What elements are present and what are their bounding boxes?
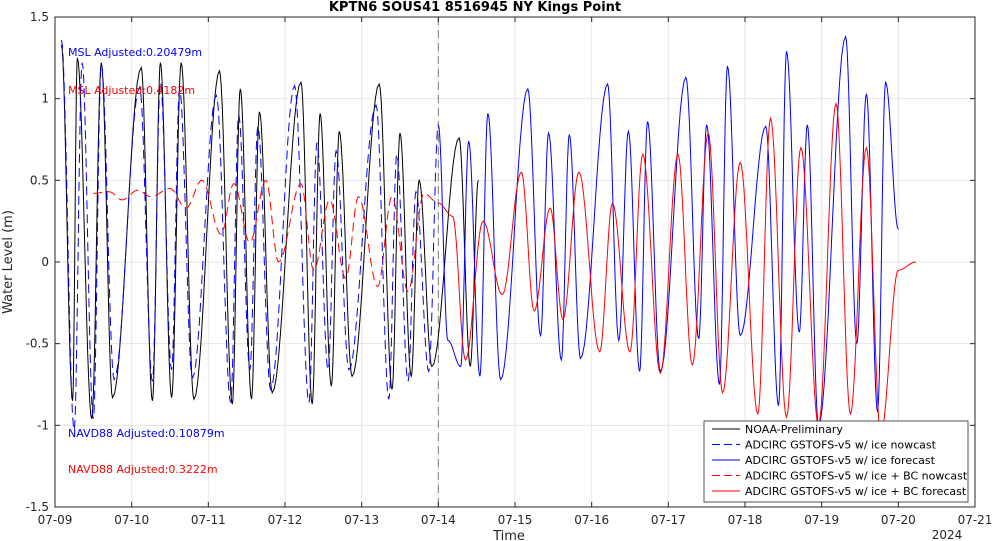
legend-box — [703, 420, 969, 503]
x-year-label: 2024 — [932, 528, 963, 541]
y-tick-label: 1 — [41, 92, 49, 106]
legend-label: ADCIRC GSTOFS-v5 w/ ice nowcast — [745, 439, 937, 452]
chart-title: KPTN6 SOUS41 8516945 NY Kings Point — [329, 0, 621, 15]
x-tick-label: 07-14 — [421, 513, 456, 527]
x-tick-label: 07-19 — [804, 513, 839, 527]
legend-entries: NOAA-Preliminary ADCIRC GSTOFS-v5 w/ ice … — [712, 423, 968, 498]
msl-adjusted-nowcast-annotation: MSL Adjusted:0.20479m — [68, 46, 202, 59]
y-tick-label: -0.5 — [26, 337, 49, 351]
x-tick-label: 07-10 — [114, 513, 149, 527]
navd88-adjusted-bc-annotation: NAVD88 Adjusted:0.3222m — [68, 463, 218, 476]
y-tick-label: 0.5 — [30, 173, 49, 187]
tick-layer: -1.5 -1 -0.5 0 0.5 1 1.5 07-09 07-10 07-11 07-12 07… — [26, 10, 992, 527]
y-tick-label: 1.5 — [30, 10, 49, 24]
x-tick-label: 07-17 — [651, 513, 686, 527]
x-tick-label: 07-09 — [38, 513, 73, 527]
y-tick-label: 0 — [41, 255, 49, 269]
navd88-adjusted-nowcast-annotation: NAVD88 Adjusted:0.10879m — [68, 427, 225, 440]
legend: NOAA-Preliminary ADCIRC GSTOFS-v5 w/ ice … — [703, 420, 969, 503]
x-tick-label: 07-20 — [881, 513, 916, 527]
x-tick-label: 07-13 — [344, 513, 379, 527]
legend-label: ADCIRC GSTOFS-v5 w/ ice + BC forecast — [745, 485, 967, 498]
legend-label: ADCIRC GSTOFS-v5 w/ ice forecast — [745, 454, 936, 467]
x-tick-label: 07-16 — [574, 513, 609, 527]
x-tick-label: 07-11 — [191, 513, 226, 527]
y-axis-title: Water Level (m) — [1, 210, 16, 314]
msl-adjusted-bc-annotation: MSL Adjusted:0.4182m — [68, 84, 195, 97]
series-line-5 — [438, 101, 916, 435]
legend-label: ADCIRC GSTOFS-v5 w/ ice + BC nowcast — [745, 470, 968, 483]
y-tick-label: -1 — [37, 418, 49, 432]
series-line-4 — [93, 179, 439, 293]
x-tick-label: 07-15 — [498, 513, 533, 527]
x-tick-label: 07-21 — [958, 513, 992, 527]
x-axis-title: Time — [492, 529, 525, 541]
legend-label: NOAA-Preliminary — [745, 423, 843, 436]
y-tick-label: -1.5 — [26, 500, 49, 514]
x-tick-label: 07-12 — [268, 513, 303, 527]
series-line-2 — [60, 39, 439, 431]
x-tick-label: 07-18 — [728, 513, 763, 527]
